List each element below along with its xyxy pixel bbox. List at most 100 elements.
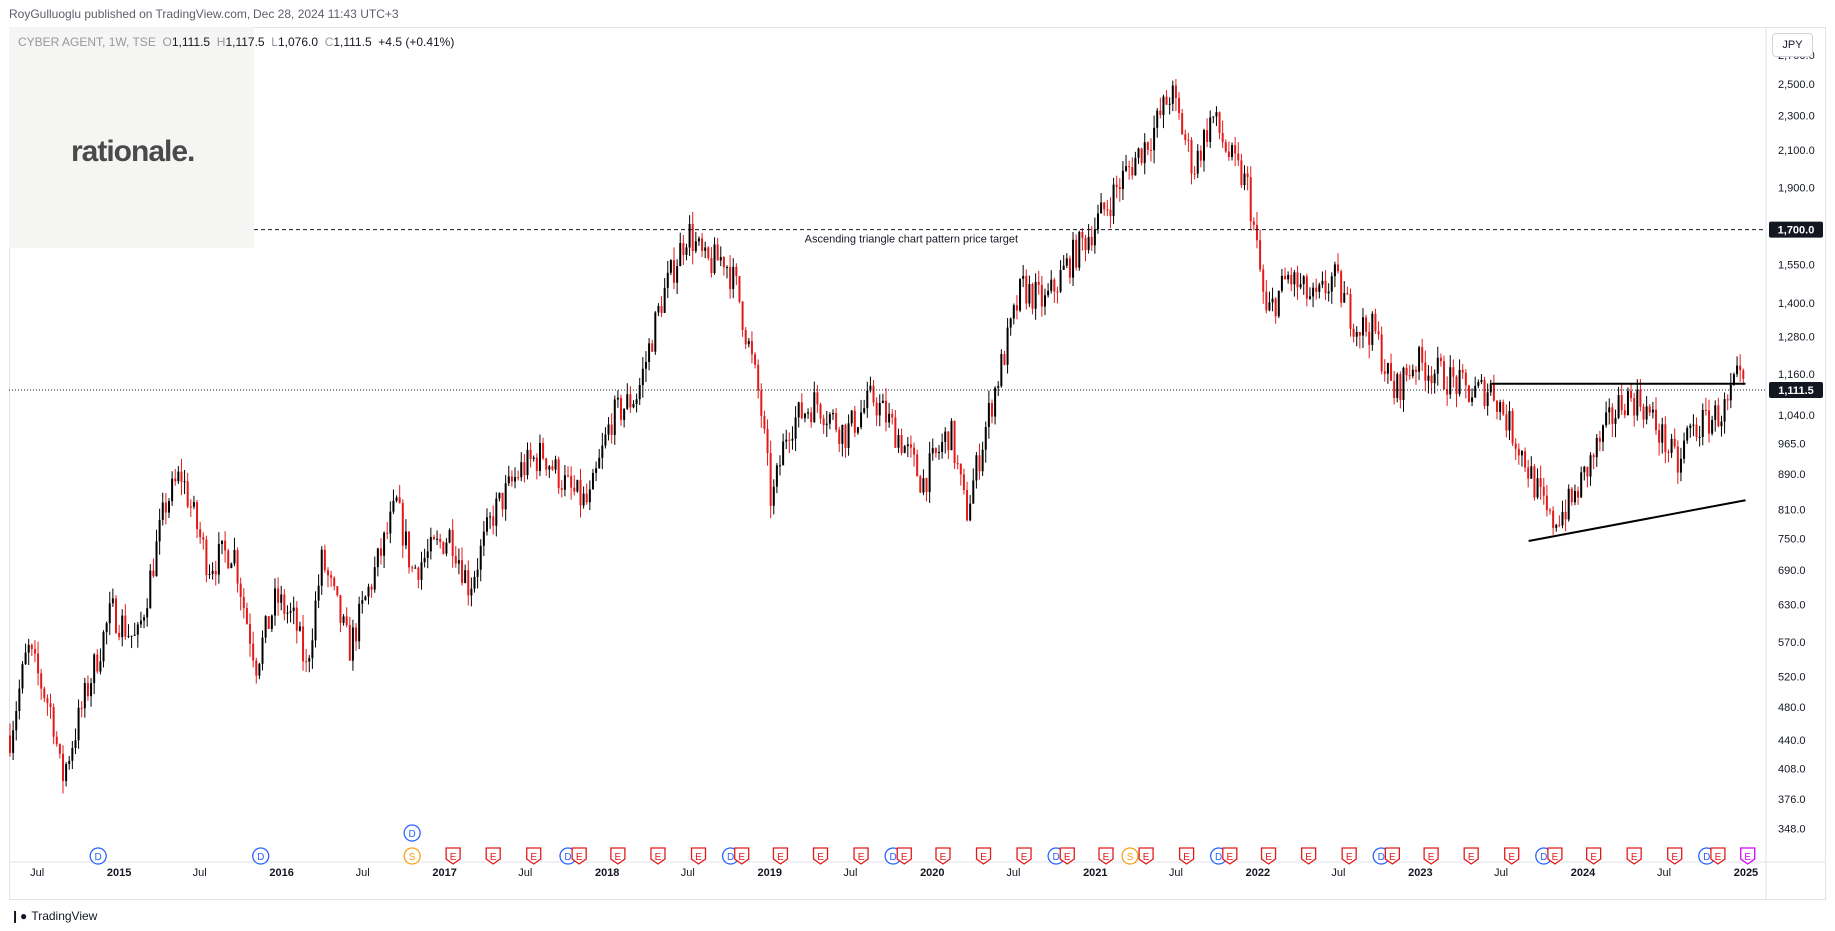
symbol-legend[interactable]: CYBER AGENT, 1W, TSE O1,111.5 H1,117.5 L… [18, 35, 454, 49]
candle-body [183, 481, 186, 483]
y-tick-label: 890.0 [1778, 469, 1806, 481]
earnings-marker[interactable] [650, 847, 666, 865]
candle-body [361, 600, 364, 604]
y-tick-label: 2,100.0 [1778, 145, 1815, 157]
earnings-marker[interactable] [853, 847, 869, 865]
candle-body [1053, 279, 1056, 292]
candle-body [1181, 113, 1184, 135]
earnings-marker[interactable] [896, 847, 912, 865]
earnings-marker[interactable] [690, 847, 707, 865]
candle-body [735, 266, 738, 277]
candle-body [657, 306, 660, 313]
candle-body [1654, 409, 1657, 431]
future-earnings-marker[interactable] [1740, 847, 1756, 865]
candle-body [1109, 209, 1112, 217]
candle-body [1034, 281, 1037, 309]
candle-body [127, 635, 130, 637]
candle-body [174, 478, 177, 482]
candle-body [1436, 357, 1439, 374]
earnings-marker[interactable] [1423, 847, 1439, 865]
open-value: 1,111.5 [171, 35, 211, 49]
earnings-marker[interactable] [1667, 847, 1683, 865]
earnings-marker[interactable] [1586, 847, 1602, 865]
candle-body [648, 343, 651, 362]
candle-body [666, 272, 669, 288]
earnings-marker[interactable] [1016, 847, 1032, 865]
candle-body [972, 480, 975, 504]
dividend-marker[interactable] [89, 847, 107, 865]
candle-body [937, 451, 940, 453]
event-marker-label: E [1428, 852, 1435, 863]
candle-body [118, 632, 121, 638]
event-marker-label: E [1744, 852, 1751, 863]
candle-body [1081, 231, 1084, 238]
candle-body [838, 429, 841, 444]
candle-body [1240, 160, 1243, 186]
earnings-marker[interactable] [1463, 847, 1479, 865]
candle-body [909, 444, 912, 448]
earnings-marker[interactable] [734, 847, 750, 865]
dividend-marker[interactable] [252, 847, 270, 865]
currency-button[interactable]: JPY [1772, 33, 1813, 57]
earnings-marker[interactable] [1260, 847, 1277, 865]
y-tick-label: 376.0 [1778, 794, 1806, 806]
earnings-marker[interactable] [485, 847, 501, 865]
earnings-marker[interactable] [526, 847, 542, 865]
high-value: 1,117.5 [225, 35, 265, 49]
earnings-marker[interactable] [1384, 847, 1400, 865]
candle-body [270, 615, 273, 629]
candle-body [1446, 389, 1449, 395]
symbol-name[interactable]: CYBER AGENT, 1W, TSE [18, 35, 156, 49]
earnings-marker[interactable] [1547, 847, 1563, 865]
candle-body [1262, 269, 1265, 292]
earnings-marker[interactable] [1504, 847, 1520, 865]
candle-body [1402, 367, 1405, 400]
candle-body [788, 439, 791, 441]
earnings-marker[interactable] [1059, 847, 1075, 865]
x-tick-label: 2015 [107, 867, 131, 879]
earnings-marker[interactable] [1178, 847, 1195, 865]
candle-body [1365, 317, 1368, 332]
earnings-marker[interactable] [975, 847, 992, 865]
earnings-marker[interactable] [935, 847, 951, 865]
earnings-marker[interactable] [610, 847, 626, 865]
trendline-support[interactable] [1528, 499, 1746, 542]
earnings-marker[interactable] [445, 847, 461, 865]
split-marker[interactable] [1121, 847, 1139, 865]
candle-body [601, 445, 604, 458]
candle-body [669, 260, 672, 273]
split-marker[interactable] [403, 847, 421, 865]
publish-date: Dec 28, 2024 11:43 UTC+3 [253, 7, 399, 21]
candle-body [1664, 424, 1667, 453]
candle-body [1246, 173, 1249, 178]
candle-body [314, 600, 317, 641]
candle-body [1577, 491, 1580, 498]
x-tick-label: 2022 [1246, 867, 1270, 879]
x-tick-label: 2019 [758, 867, 782, 879]
candle-body [1661, 424, 1664, 443]
event-marker-label: E [450, 852, 457, 863]
earnings-marker[interactable] [812, 847, 829, 865]
candle-body [130, 635, 133, 637]
candle-body [102, 632, 105, 662]
earnings-marker[interactable] [1300, 847, 1317, 865]
candle-body [1140, 148, 1143, 164]
candle-body [355, 627, 358, 642]
candle-body [554, 459, 557, 470]
candle-body [457, 560, 460, 564]
event-marker-label: E [817, 852, 824, 863]
candle-body [623, 408, 626, 420]
chart-frame[interactable] [9, 27, 1826, 900]
earnings-marker[interactable] [1138, 847, 1154, 865]
candle-body [86, 683, 89, 697]
earnings-marker[interactable] [1710, 847, 1726, 865]
earnings-marker[interactable] [1222, 847, 1238, 865]
earnings-marker[interactable] [772, 847, 789, 865]
dividend-marker[interactable] [403, 824, 421, 842]
earnings-marker[interactable] [571, 847, 587, 865]
earnings-marker[interactable] [1098, 847, 1114, 865]
earnings-marker[interactable] [1626, 847, 1642, 865]
tradingview-logo[interactable]: ❙● TradingView [10, 909, 97, 923]
earnings-marker[interactable] [1341, 847, 1357, 865]
